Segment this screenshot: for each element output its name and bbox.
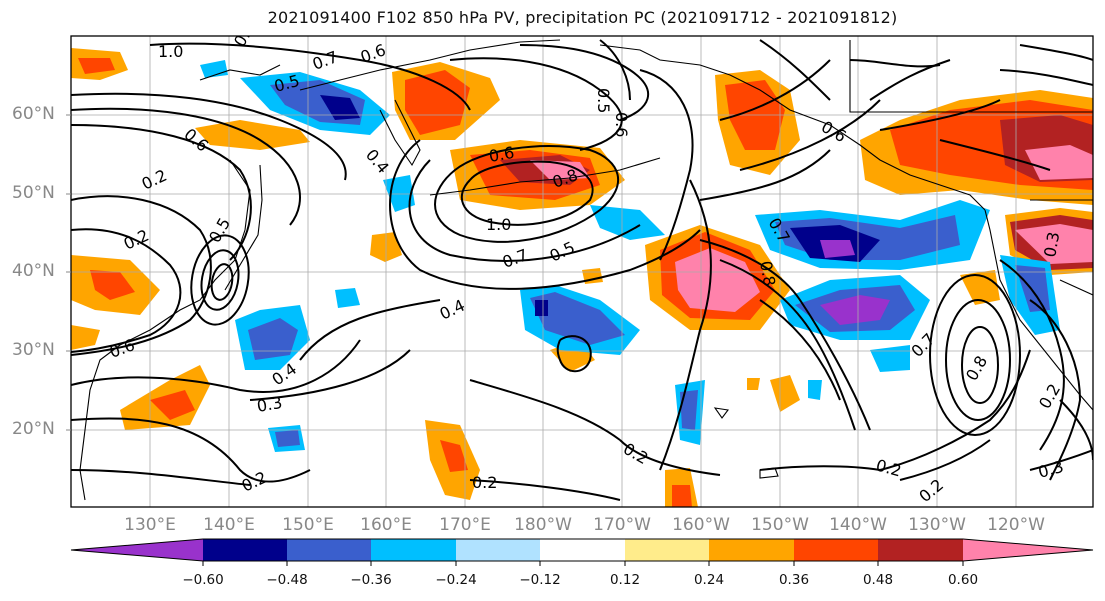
- contour-label: 0.6: [612, 112, 631, 137]
- contour-label: 0.4: [362, 145, 393, 177]
- lon-label: 160°W: [672, 515, 730, 535]
- contour-label: 0.6: [358, 40, 388, 67]
- colorbar-tick-label: −0.60: [182, 572, 224, 588]
- contour-label: 0.8: [756, 259, 779, 287]
- contour-label: 0.4: [437, 296, 468, 324]
- contour-label: 0.6: [818, 117, 850, 146]
- colorbar: [70, 538, 1094, 566]
- pv-contours: [71, 39, 1093, 501]
- lon-label: 160°E: [360, 515, 412, 535]
- colorbar-segment: [203, 539, 287, 561]
- lon-label: 150°E: [282, 515, 334, 535]
- colorbar-segment: [878, 539, 963, 561]
- lat-label: 60°N: [12, 104, 55, 124]
- contour-label: 0.2: [139, 166, 170, 194]
- contour-label: 1.0: [158, 42, 183, 61]
- lat-label: 20°N: [12, 419, 55, 439]
- precip-shading: [71, 48, 1093, 507]
- lon-label: 130°W: [908, 515, 966, 535]
- contour-label: 0.5: [547, 238, 578, 266]
- contour-label: 0.3: [1036, 457, 1066, 482]
- colorbar-tick-label: 0.12: [609, 572, 641, 588]
- axis-ticks: [66, 114, 71, 431]
- colorbar-segment: [709, 539, 794, 561]
- lon-label: 130°E: [124, 515, 176, 535]
- contour-label: 0.7: [310, 47, 340, 74]
- colorbar-tick-label: 0.48: [862, 572, 894, 588]
- lat-label: 50°N: [12, 183, 55, 203]
- colorbar-segment: [71, 539, 203, 561]
- colorbar-tick-label: −0.48: [266, 572, 308, 588]
- contour-label: 0.2: [472, 473, 497, 492]
- graticule: [71, 36, 1093, 507]
- map-area: 1.0 0.8 0.7 0.6 0.5 0.6 0.4 0.5 0.6 0.2 …: [71, 36, 1093, 507]
- colorbar-segment: [371, 539, 456, 561]
- colorbar-tick-label: −0.24: [435, 572, 477, 588]
- lon-label: 120°W: [987, 515, 1045, 535]
- colorbar-segment: [287, 539, 371, 561]
- lon-label: 180°W: [514, 515, 572, 535]
- contour-label: 0.8: [962, 352, 991, 384]
- colorbar-segment: [963, 539, 1093, 561]
- contour-label: 0.6: [487, 143, 515, 166]
- colorbar-tick-label: 0.60: [947, 572, 979, 588]
- lon-label: 150°W: [751, 515, 809, 535]
- contour-label: 0.5: [594, 88, 613, 113]
- contour-label: 0.7: [500, 245, 530, 272]
- lon-label: 140°E: [203, 515, 255, 535]
- colorbar-segment: [456, 539, 540, 561]
- colorbar-tick-label: 0.36: [778, 572, 810, 588]
- map-frame: [70, 35, 1094, 508]
- contour-label: 0.2: [874, 456, 904, 481]
- colorbar-tick-label: 0.24: [693, 572, 725, 588]
- lon-label: 170°W: [593, 515, 651, 535]
- contour-label: 0.3: [1040, 230, 1063, 258]
- colorbar-segment: [625, 539, 709, 561]
- lat-label: 40°N: [12, 261, 55, 281]
- map-title: 2021091400 F102 850 hPa PV, precipitatio…: [267, 8, 898, 27]
- colorbar-tick-label: −0.36: [350, 572, 392, 588]
- contour-label: 0.2: [121, 226, 152, 254]
- coastlines: [79, 39, 1093, 501]
- contour-label: 0.2: [915, 475, 947, 506]
- colorbar-tick-label: −0.12: [519, 572, 561, 588]
- contour-label: 0.3: [255, 393, 283, 416]
- lon-label: 140°W: [829, 515, 887, 535]
- lon-label: 170°E: [439, 515, 491, 535]
- contour-label: 1.0: [486, 215, 511, 234]
- lat-label: 30°N: [12, 340, 55, 360]
- colorbar-segment: [794, 539, 878, 561]
- colorbar-segment: [540, 539, 625, 561]
